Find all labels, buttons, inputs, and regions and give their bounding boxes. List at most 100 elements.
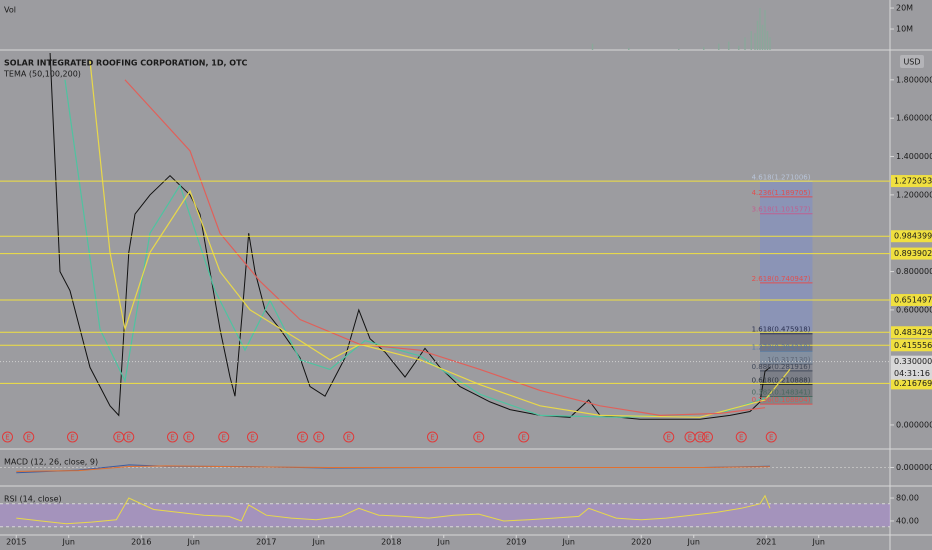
y-tick-label: 80.00	[896, 494, 919, 503]
fib-band	[760, 396, 813, 405]
x-tick-label: 2017	[256, 538, 276, 547]
fib-label: 1.272(0.384218)	[752, 343, 811, 351]
y-tick-label: 1.800000	[896, 75, 932, 84]
earnings-marker	[183, 431, 195, 443]
fib-band	[760, 351, 813, 365]
level-label-box	[891, 230, 932, 243]
x-tick-label: 2018	[381, 538, 401, 547]
level-label-box	[891, 175, 932, 188]
series-line	[124, 79, 766, 417]
earnings-marker	[67, 431, 78, 443]
rsi-label: RSI (14, close)	[4, 495, 62, 504]
fib-label: 1(0.317130)	[767, 356, 811, 364]
y-tick-label: 0.000000	[896, 463, 932, 472]
earnings-marker	[297, 431, 308, 443]
fib-label: 0.618(0.210888)	[752, 377, 811, 385]
fib-band	[760, 364, 813, 371]
fib-label: 0.382(0.148341)	[752, 389, 811, 397]
fib-label: 3.618(1.101577)	[752, 206, 811, 214]
level-label: 0.651497	[894, 296, 932, 305]
series-line	[49, 53, 771, 420]
y-tick-label: 10M	[896, 25, 913, 34]
earnings-label: E	[769, 434, 773, 442]
volume-bar	[738, 45, 740, 50]
earnings-label: E	[300, 434, 304, 442]
earnings-label: E	[250, 434, 254, 442]
x-tick-label: 2015	[6, 538, 26, 547]
volume-bar	[764, 10, 766, 51]
series-line	[64, 79, 771, 418]
rsi-band	[0, 503, 890, 527]
fib-band	[760, 213, 813, 283]
volume-bar	[728, 41, 730, 50]
earnings-label: E	[170, 434, 174, 442]
level-label: 0.984399	[894, 232, 932, 241]
earnings-marker	[123, 431, 135, 443]
level-label-box	[891, 339, 932, 352]
y-tick-label: 40.00	[896, 516, 919, 525]
currency-box[interactable]	[900, 55, 924, 68]
y-tick-label: 0.000000	[896, 420, 932, 429]
earnings-marker	[765, 431, 777, 443]
earnings-label: E	[667, 434, 671, 442]
x-tick-label: 2019	[506, 538, 526, 547]
earnings-marker	[313, 431, 325, 443]
level-label: 0.483429	[894, 328, 932, 337]
fib-label: 0.886(0.281916)	[752, 363, 811, 371]
earnings-label: E	[705, 434, 709, 442]
level-label-box	[891, 326, 932, 339]
main-pane	[49, 53, 813, 420]
earnings-marker	[702, 431, 713, 443]
earnings-marker	[2, 431, 13, 443]
earnings-label: E	[187, 434, 191, 442]
volume-bar	[756, 20, 759, 50]
fib-band	[760, 370, 813, 385]
volume-bar	[754, 33, 756, 50]
volume-bar	[759, 8, 761, 51]
earnings-label: E	[430, 434, 434, 442]
volume-bar	[761, 24, 764, 50]
earnings-label: E	[688, 434, 692, 442]
earnings-label: E	[27, 434, 31, 442]
level-label: 0.893902	[894, 249, 932, 258]
earnings-marker	[518, 431, 530, 443]
volume-bar	[718, 43, 720, 50]
macd-label: MACD (12, 26, close, 9)	[4, 458, 98, 467]
series-line	[89, 60, 791, 418]
earnings-marker	[663, 431, 675, 443]
x-tick-label: Jun	[437, 538, 451, 547]
fib-label: 1.618(0.475918)	[752, 326, 811, 334]
fib-band	[760, 196, 813, 214]
y-tick-label: 0.800000	[896, 267, 932, 276]
indicator-label: TEMA (50,100,200)	[3, 70, 81, 79]
series-line	[16, 465, 771, 472]
y-tick-label: 0.600000	[896, 305, 932, 314]
x-tick-label: 2020	[631, 538, 651, 547]
earnings-label: E	[522, 434, 526, 442]
level-label-box	[891, 247, 932, 260]
fib-band	[760, 384, 813, 397]
x-tick-label: Jun	[312, 538, 326, 547]
volume-bar	[769, 37, 771, 50]
earnings-label: E	[222, 434, 226, 442]
series-line	[16, 494, 771, 525]
level-label: 0.415556	[894, 341, 932, 350]
currency[interactable]: USD	[903, 58, 920, 67]
volume-bar	[628, 47, 630, 50]
earnings-label: E	[739, 434, 743, 442]
earnings-marker	[218, 431, 230, 443]
level-label-box	[891, 377, 932, 390]
earnings-marker	[247, 431, 258, 443]
earnings-label: E	[317, 434, 321, 442]
volume-label: Vol	[4, 6, 16, 15]
volume-bar	[678, 48, 680, 50]
earnings-marker	[427, 431, 438, 443]
x-tick-label: Jun	[187, 538, 201, 547]
x-tick-label: Jun	[687, 538, 701, 547]
earnings-label: E	[5, 434, 9, 442]
y-tick-label: 20M	[896, 4, 913, 13]
fib-band	[760, 181, 813, 197]
fib-label: 0.236(0.108804)	[752, 396, 811, 404]
x-tick-label: Jun	[62, 538, 76, 547]
